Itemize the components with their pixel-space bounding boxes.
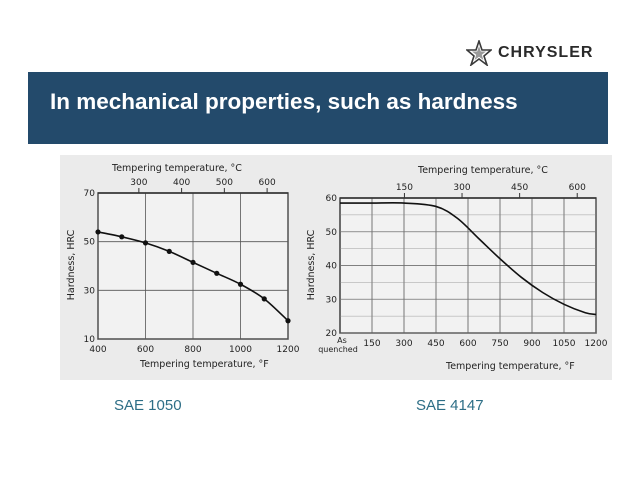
chart-right-x-axis-label: Tempering temperature, °F (445, 361, 575, 372)
chart-right-top-tick-label: 600 (569, 183, 586, 193)
chart-sae-1050-svg: 400 600 800 1000 1200 10 30 50 70 300 400 500 600 Tem… (60, 155, 306, 380)
chart-right-y-tick-label: 30 (326, 295, 338, 305)
chart-left-top-tick-label: 400 (173, 178, 190, 188)
chart-left-data-point (261, 296, 267, 302)
slide-title: In mechanical properties, such as hardne… (50, 89, 518, 114)
chart-left-y-tick-label: 30 (84, 286, 96, 296)
chart-left-data-point (237, 281, 244, 287)
chart-right-x-tick-label: 150 (363, 339, 380, 349)
chart-left-x-tick-label: 600 (137, 345, 154, 355)
chart-right-x-tick-label: 750 (491, 339, 508, 349)
chart-right-x-first-label: As quenched (318, 336, 358, 354)
title-banner: In mechanical properties, such as hardne… (28, 72, 608, 144)
chart-left-top-axis-label: Tempering temperature, °C (111, 163, 242, 174)
chart-left-x-tick-label: 800 (184, 345, 201, 355)
chart-right-x-tick-label: 600 (459, 339, 476, 349)
chart-left-x-tick-label: 1000 (229, 345, 252, 355)
chart-left-y-axis-label: Hardness, HRC (66, 229, 77, 300)
chart-left-data-point (214, 270, 220, 276)
chart-left-top-tick-label: 600 (259, 178, 276, 188)
chart-right-x-tick-label: 450 (427, 339, 444, 349)
chart-right-x-tick-label: 300 (395, 339, 412, 349)
chart-right-y-axis-label: Hardness, HRC (306, 229, 317, 300)
chart-left-data-point (190, 259, 196, 265)
chart-left-data-point (119, 234, 125, 240)
chart-right-x-tick-label: 1050 (553, 339, 576, 349)
chart-left-top-tick-label: 500 (216, 178, 233, 188)
chart-right-x-tick-label: 1200 (585, 339, 608, 349)
chart-left-top-tick-label: 300 (130, 178, 147, 188)
chart-right-x-tick-label: 900 (523, 339, 540, 349)
chart-right-top-tick-label: 300 (453, 183, 470, 193)
chart-left-data-point (142, 240, 149, 246)
chart-left-y-tick-label: 10 (84, 335, 96, 345)
chart-right-y-tick-label: 50 (326, 228, 338, 238)
brand-logo: CHRYSLER (466, 40, 616, 66)
chart-left-data-point (285, 318, 291, 324)
chart-right-y-tick-label: 40 (326, 262, 338, 272)
chart-left-data-point (166, 248, 172, 254)
chart-left-x-tick-label: 1200 (277, 345, 300, 355)
chart-right-top-tick-label: 450 (511, 183, 528, 193)
brand-wordmark: CHRYSLER (498, 44, 594, 61)
caption-sae-4147: SAE 4147 (416, 397, 484, 414)
chart-left-data-point (95, 229, 101, 235)
chart-left-x-axis-label: Tempering temperature, °F (139, 359, 269, 370)
chart-right-top-tick-label: 150 (396, 183, 413, 193)
chart-left-y-tick-label: 70 (84, 189, 96, 199)
chart-sae-1050: 400 600 800 1000 1200 10 30 50 70 300 400 500 600 Tem… (60, 155, 306, 380)
chart-right-top-axis-label: Tempering temperature, °C (417, 165, 548, 176)
chart-right-y-tick-label: 20 (326, 329, 338, 339)
chart-right-series-line (339, 202, 597, 316)
chart-sae-4147: 150 300 450 600 750 900 1050 1200 As quenched 20 30… (300, 155, 612, 380)
chart-left-x-tick-label: 400 (89, 345, 106, 355)
chart-left-y-tick-label: 50 (84, 238, 96, 248)
chart-right-y-tick-label: 60 (326, 194, 338, 204)
pentastar-icon (466, 40, 492, 66)
caption-sae-1050: SAE 1050 (114, 397, 182, 414)
